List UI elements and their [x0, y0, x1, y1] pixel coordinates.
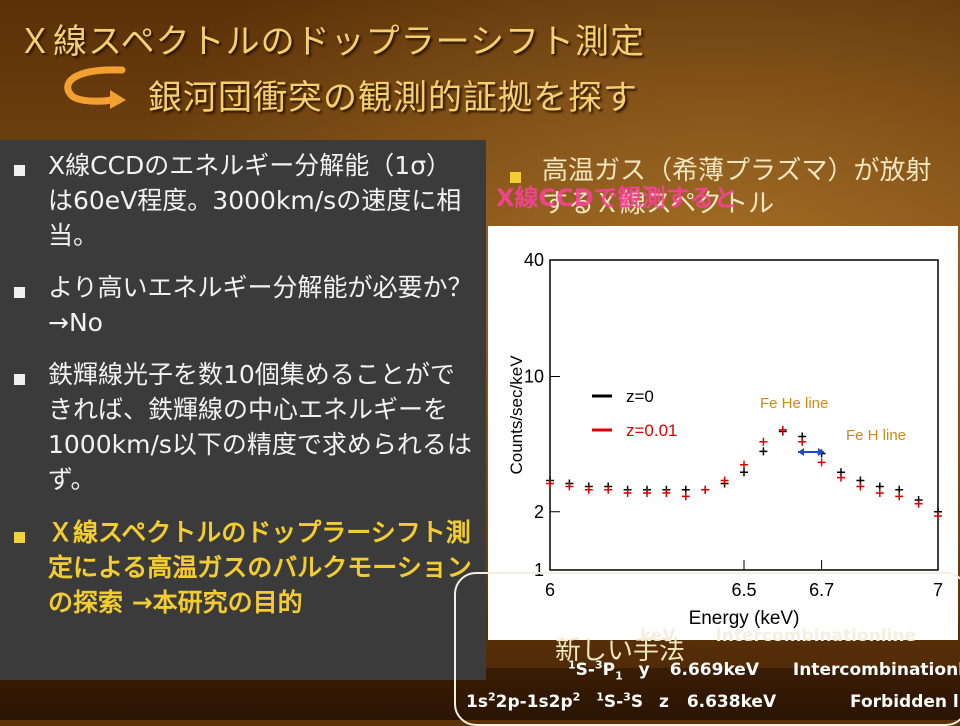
data-point-z001: [875, 488, 884, 497]
y-tick-label: 2: [534, 502, 544, 522]
data-point-z001: [565, 482, 574, 491]
data-point-z001: [895, 492, 904, 501]
data-point-z001: [934, 512, 942, 521]
data-point-z001: [798, 437, 807, 446]
data-point-z0: [681, 485, 690, 494]
plot-frame: [549, 259, 939, 571]
data-point-z001: [759, 437, 768, 446]
y-tick-label: 10: [524, 366, 544, 386]
term-label: 1S-3S: [596, 690, 644, 712]
data-point-z001: [817, 458, 826, 467]
data-point-z001: [740, 460, 748, 469]
data-point-z001: [701, 485, 710, 494]
data-point-z001: [681, 492, 690, 501]
y-tick-label: 1: [534, 560, 544, 580]
ion-label: 1s22p-1s2p2: [466, 690, 581, 712]
transition-row-1: keV Intercombinationline: [640, 626, 916, 646]
bullet-icon: [14, 287, 25, 298]
y-axis-label: Counts/sec/keV: [507, 355, 526, 475]
bottom-text: 新しい手法: [555, 636, 686, 666]
bullet-text-2: より高いエネルギー分解能が必要か？ →No: [48, 273, 498, 337]
bullet-icon: [510, 172, 521, 183]
term-label: 1S-3P1: [568, 658, 623, 683]
left-text-panel: X線CCDのエネルギー分解能（1σ）は60eV程度。3000km/sの速度に相当…: [0, 140, 498, 680]
data-point-z001: [643, 488, 651, 497]
spectrum-plot: 6 6.5 6.7 7 1 2 10 40 Energy (keV) Counts/sec/keV…: [507, 250, 943, 629]
overlay-label: X線CCDで観測すると: [496, 184, 738, 212]
legend-label: z=0.01: [626, 421, 678, 440]
data-point-z0: [759, 447, 768, 456]
x-tick-label: 6.5: [731, 580, 756, 600]
data-point-z001: [604, 485, 613, 494]
data-point-z001: [546, 479, 554, 488]
data-point-z001: [662, 488, 671, 497]
fe-h-line-annotation: Fe H line: [846, 427, 906, 444]
bullet-icon: [14, 165, 25, 176]
data-point-z0: [895, 485, 904, 494]
y-tick-label: 40: [524, 250, 544, 270]
bullet-text-1: X線CCDのエネルギー分解能（1σ）は60eV程度。3000km/sの速度に相当…: [48, 151, 462, 250]
data-point-z001: [856, 482, 865, 491]
x-tick-label: 6.7: [809, 580, 834, 600]
right-bullet-text: 高温ガス（希薄プラズマ）が放射するＸ線スペクトル: [542, 156, 932, 219]
data-point-z001: [623, 488, 632, 497]
x-axis-label: Energy (keV): [689, 608, 800, 629]
legend-label: z=0: [626, 387, 654, 406]
data-point-z001: [778, 425, 787, 434]
transition-row-2: 1S-3P1 y 6.669keV Intercombinationline: [568, 658, 960, 683]
data-point-z001: [584, 485, 593, 494]
bullet-icon: [14, 374, 25, 385]
curved-arrow-icon: [64, 66, 126, 109]
data-point-z001: [914, 499, 923, 508]
spectrum-chart: 6 6.5 6.7 7 1 2 10 40 Energy (keV) Counts/sec/keV…: [488, 226, 958, 640]
bullet-text-3: 鉄輝線光子を数10個集めることができれば、鉄輝線の中心エネルギーを1000km/…: [48, 360, 472, 494]
shift-arrow-heads: [798, 448, 824, 456]
data-point-z001: [837, 473, 845, 482]
transition-row-3: 1s22p-1s2p2 1S-3S z 6.638keV Forbidden l…: [466, 690, 960, 712]
slide-title: Ｘ線スペクトルのドップラーシフト測定: [18, 22, 645, 62]
x-tick-label: 6: [545, 580, 555, 600]
data-point-z0: [740, 468, 748, 477]
bullet-text-4-highlight: Ｘ線スペクトルのドップラーシフト測定による高温ガスのバルクモーションの探索 →本…: [48, 518, 472, 617]
x-tick-label: 7: [933, 580, 943, 600]
bullet-icon: [14, 532, 25, 543]
data-point-z001: [720, 476, 729, 485]
fe-he-line-annotation: Fe He line: [760, 395, 828, 412]
slide-subtitle: 銀河団衝突の観測的証拠を探す: [148, 78, 638, 118]
